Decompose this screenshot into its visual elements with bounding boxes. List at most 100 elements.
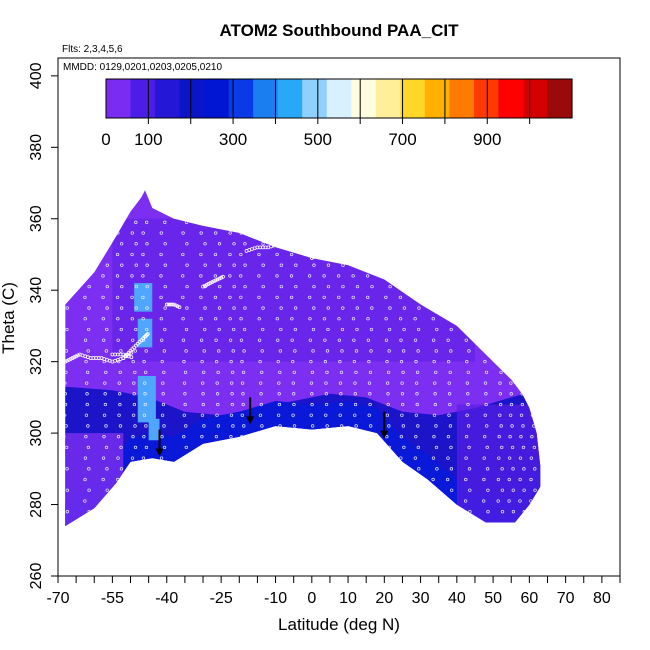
- sample-point: [522, 263, 526, 267]
- colorbar-swatch: [204, 79, 230, 118]
- sample-point: [261, 220, 265, 224]
- sample-point: [261, 242, 265, 246]
- sample-point: [310, 402, 314, 407]
- sample-point: [511, 263, 516, 267]
- sample-point: [65, 242, 69, 246]
- sample-point: [532, 445, 537, 450]
- sample-point: [450, 263, 454, 267]
- sample-point: [416, 220, 421, 224]
- sample-point: [217, 445, 221, 450]
- sample-point: [160, 435, 164, 439]
- sample-point: [402, 510, 407, 514]
- sample-point: [105, 306, 109, 310]
- sample-point: [337, 317, 341, 321]
- sample-point: [519, 413, 524, 417]
- sample-point: [448, 424, 453, 428]
- sample-point: [308, 499, 312, 503]
- sample-point: [355, 306, 359, 310]
- sample-point: [290, 338, 294, 342]
- colorbar-swatch: [326, 79, 352, 118]
- sample-point: [485, 445, 489, 450]
- sample-point: [199, 295, 203, 300]
- sample-point: [134, 467, 138, 471]
- sample-point: [496, 499, 500, 503]
- sample-point: [119, 220, 123, 224]
- sample-point: [85, 381, 89, 385]
- sample-point: [366, 252, 370, 257]
- track-point: [175, 304, 180, 309]
- sample-point: [531, 370, 536, 375]
- sample-point: [215, 392, 220, 396]
- sample-point: [496, 317, 501, 321]
- sample-point: [87, 306, 91, 310]
- sample-point: [485, 220, 490, 224]
- sample-point: [500, 445, 504, 450]
- sample-point: [520, 381, 524, 385]
- sample-point: [467, 445, 471, 450]
- sample-point: [240, 360, 244, 364]
- sample-point: [417, 284, 421, 289]
- sample-point: [498, 381, 502, 385]
- sample-point: [294, 242, 298, 246]
- sample-point: [468, 306, 472, 310]
- sample-point: [105, 488, 109, 492]
- sample-point: [214, 338, 218, 342]
- sample-point: [232, 263, 236, 267]
- sample-point: [141, 231, 145, 235]
- sample-point: [159, 295, 163, 300]
- sample-point: [388, 488, 392, 492]
- sample-point: [463, 252, 468, 257]
- track-point: [317, 252, 321, 257]
- sample-point: [340, 445, 344, 450]
- sample-point: [242, 220, 247, 224]
- sample-point: [499, 370, 503, 375]
- sample-point: [447, 381, 451, 385]
- heatmap-patch: [137, 375, 156, 423]
- sample-point: [159, 477, 163, 482]
- sample-point: [340, 220, 345, 224]
- sample-point: [185, 284, 189, 289]
- sample-point: [522, 242, 526, 246]
- sample-point: [293, 445, 297, 450]
- sample-point: [500, 467, 504, 471]
- sample-point: [466, 402, 470, 407]
- sample-point: [434, 445, 439, 450]
- sample-point: [483, 435, 487, 439]
- sample-point: [134, 284, 138, 289]
- sample-point: [184, 327, 189, 332]
- sample-point: [203, 220, 207, 224]
- sample-point: [325, 424, 329, 428]
- sample-point: [367, 360, 371, 364]
- sample-point: [142, 413, 147, 417]
- sample-point: [369, 445, 373, 450]
- sample-point: [217, 306, 222, 310]
- sample-point: [518, 274, 522, 278]
- sample-point: [276, 338, 280, 342]
- sample-point: [529, 252, 533, 257]
- sample-point: [352, 435, 356, 439]
- sample-point: [310, 370, 315, 375]
- sample-point: [116, 317, 120, 321]
- track-point: [213, 278, 218, 283]
- sample-point: [291, 360, 295, 364]
- sample-point: [337, 252, 341, 257]
- profile-track: [159, 220, 167, 514]
- sample-point: [368, 402, 372, 407]
- sample-point: [496, 252, 500, 257]
- sample-point: [518, 477, 522, 482]
- sample-point: [103, 392, 107, 396]
- sample-point: [101, 456, 106, 460]
- sample-point: [279, 510, 283, 514]
- sample-point: [84, 413, 89, 417]
- sample-point: [519, 338, 523, 342]
- sample-point: [199, 477, 203, 482]
- sample-point: [355, 242, 359, 246]
- sample-point: [522, 220, 526, 224]
- sample-point: [311, 327, 316, 332]
- sample-point: [385, 413, 390, 417]
- sample-point: [159, 274, 163, 278]
- sample-point: [325, 370, 329, 375]
- sample-point: [483, 413, 487, 417]
- sample-point: [309, 360, 313, 364]
- sample-point: [530, 360, 534, 364]
